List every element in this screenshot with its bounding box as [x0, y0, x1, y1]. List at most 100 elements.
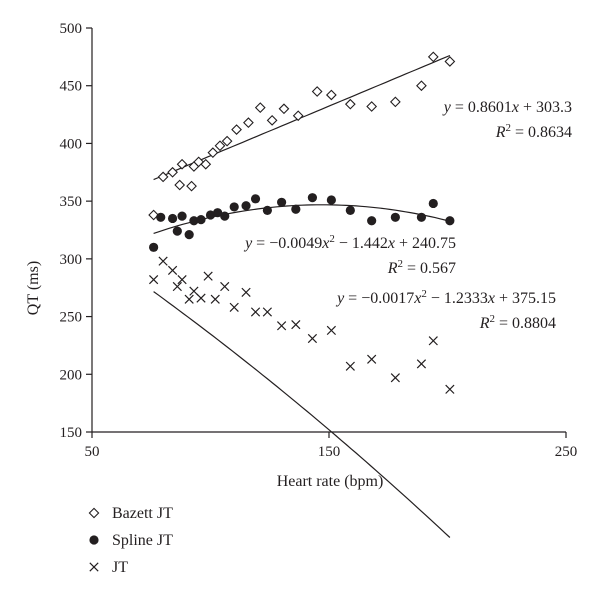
jt-point	[172, 281, 182, 292]
bazett-jt-point	[325, 89, 337, 101]
equation-term: y	[335, 290, 345, 307]
spline-jt-point	[326, 195, 336, 205]
jt-point	[148, 275, 159, 285]
jt-point	[158, 256, 168, 266]
bazett-jt-point	[176, 158, 188, 170]
bazett-jt-point	[186, 180, 197, 192]
bazett-jt-point	[292, 110, 304, 122]
jt-point	[177, 275, 187, 285]
equation-term: 2	[397, 258, 403, 270]
spline-jt-point	[277, 197, 287, 207]
equation-term: 2	[505, 122, 511, 134]
jt-point	[390, 373, 400, 383]
jt-point	[326, 325, 336, 336]
bazett-jt-point	[266, 114, 278, 126]
y-tick-label: 250	[60, 310, 83, 326]
spline-jt-point	[205, 210, 216, 220]
bazett-jt-legend-label: Bazett JT	[112, 505, 173, 522]
jt-point	[428, 336, 438, 346]
jt-point	[210, 294, 220, 304]
jt-point	[241, 287, 251, 297]
jt-point	[367, 354, 377, 364]
jt-point	[189, 286, 199, 296]
equation-term: = −0.0017	[344, 290, 414, 307]
bazett-jt-point	[214, 140, 226, 152]
bazett-jt-point	[243, 117, 254, 129]
spline-jt-point	[262, 205, 272, 215]
spline-jt-point	[189, 216, 199, 226]
equation-term: R	[479, 315, 490, 332]
y-tick-label: 350	[60, 194, 83, 210]
jt-point	[262, 307, 273, 317]
bazett-jt-point	[148, 209, 159, 221]
jt-point	[291, 320, 301, 330]
spline-jt-point	[196, 215, 206, 225]
y-axis-title: QT (ms)	[25, 261, 42, 315]
spline-jt-point	[345, 205, 355, 215]
jt-point	[307, 333, 318, 344]
jt-point	[250, 307, 261, 317]
spline-jt-point	[291, 204, 301, 214]
jt-point	[203, 271, 213, 281]
spline-jt-point	[416, 212, 427, 222]
x-axis-title: Heart rate (bpm)	[277, 473, 384, 490]
jt-point	[167, 265, 178, 276]
y-tick-label: 400	[60, 136, 83, 152]
equation-term: x	[413, 290, 421, 307]
spline-jt-point	[428, 198, 438, 209]
spline-jt-point	[149, 242, 159, 252]
equation-term: 2	[329, 233, 335, 245]
equation-term: x	[387, 235, 395, 252]
equation-term: = 0.8634	[511, 124, 572, 141]
jt-point	[196, 293, 206, 303]
bazett-jt-legend-marker	[88, 507, 100, 519]
equation-term: + 303.3	[519, 99, 572, 116]
equation-term: 2	[489, 313, 495, 325]
equation-term: + 375.15	[495, 290, 556, 307]
spline-jt-point	[213, 208, 223, 218]
bazett-jt-point	[174, 179, 186, 191]
spline-jt-legend-marker	[89, 535, 99, 545]
jt-equation-line: y = −0.0017x2 − 1.2333x + 375.15	[335, 288, 556, 307]
equation-term: − 1.2333	[427, 290, 488, 307]
equation-term: = 0.8804	[495, 315, 556, 332]
bazett-jt-point	[231, 124, 242, 135]
bazett-jt-point	[200, 158, 212, 170]
jt-point	[445, 384, 455, 394]
spline-jt-point	[184, 230, 194, 240]
equation-term: + 240.75	[395, 235, 456, 252]
spline-jt-point	[445, 216, 455, 226]
bazett-jt-point	[311, 86, 323, 97]
x-tick-label: 150	[318, 444, 341, 460]
y-tick-label: 500	[60, 21, 83, 37]
equation-term: = 0.8601	[451, 99, 512, 116]
spline-jt-point	[307, 193, 318, 203]
spline-jt-equation-line: R2 = 0.567	[387, 258, 456, 277]
spline-jt-equation-line: y = −0.0049x2 − 1.442x + 240.75	[243, 233, 456, 252]
jt-trendline	[153, 291, 451, 538]
bazett-jt-point	[157, 171, 169, 183]
equation-term: x	[487, 290, 495, 307]
jt-equation-line: R2 = 0.8804	[479, 313, 556, 332]
spline-jt-point	[367, 216, 377, 226]
equation-term: y	[442, 99, 452, 116]
y-tick-label: 300	[60, 252, 83, 268]
spline-jt-point	[172, 226, 182, 236]
equation-term: 2	[421, 288, 427, 300]
equation-term: R	[495, 124, 506, 141]
jt-point	[345, 361, 355, 371]
jt-point	[416, 359, 427, 369]
jt-legend-marker	[89, 562, 99, 572]
equation-term: R	[387, 260, 398, 277]
spline-jt-point	[250, 194, 261, 204]
x-tick-label: 50	[85, 444, 100, 460]
equation-term: y	[243, 235, 253, 252]
spline-jt-point	[156, 212, 166, 222]
spline-jt-point	[177, 211, 187, 221]
y-tick-label: 450	[60, 79, 83, 95]
jt-point	[276, 321, 287, 331]
jt-point	[184, 294, 194, 304]
equation-term: = 0.567	[403, 260, 456, 277]
